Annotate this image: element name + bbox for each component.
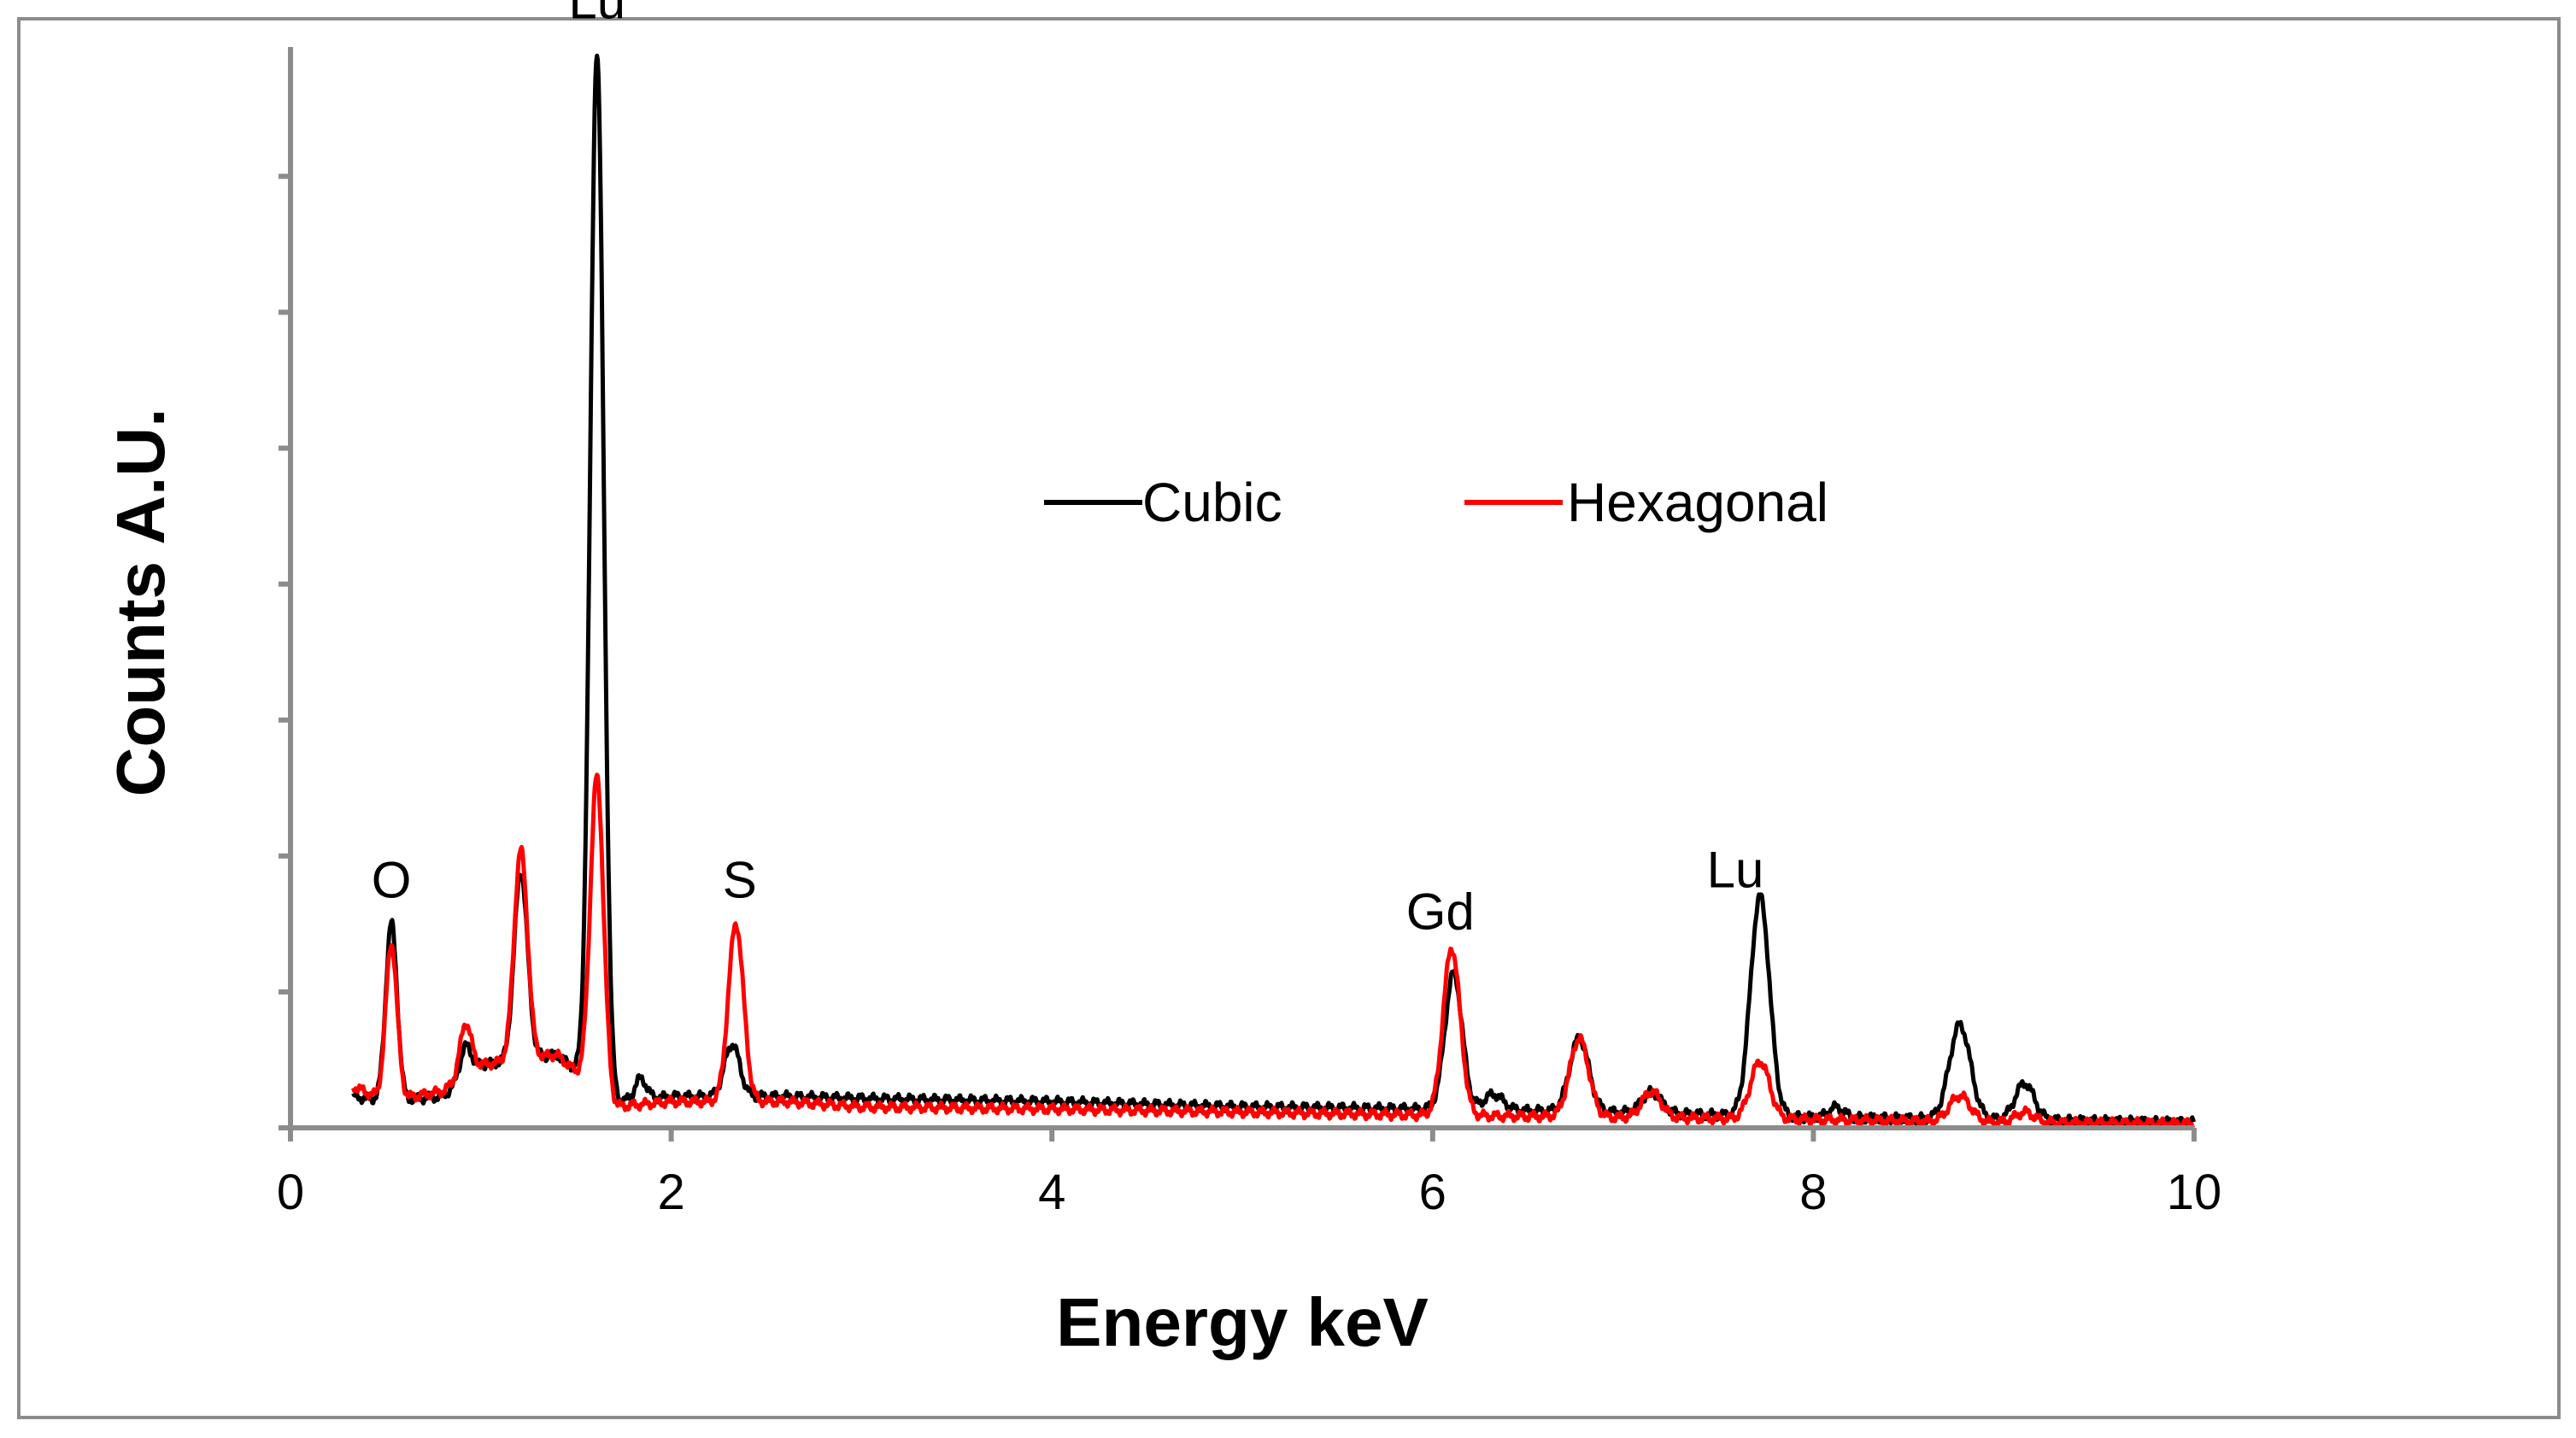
series-layer	[351, 53, 2197, 1130]
peak-label: Lu	[1707, 841, 1764, 898]
x-ticks: 0 2 4 6 8 10	[277, 1128, 2221, 1220]
x-tick-label: 10	[2167, 1165, 2222, 1220]
legend-label-hexagonal: Hexagonal	[1567, 472, 1828, 533]
legend: Cubic Hexagonal	[1044, 472, 1828, 533]
peak-label: S	[723, 852, 757, 909]
peak-label: Gd	[1406, 883, 1475, 940]
x-tick-label: 2	[657, 1165, 684, 1220]
x-tick-label: 0	[277, 1165, 304, 1220]
peak-label: Lu	[568, 0, 625, 30]
chart-border	[17, 17, 2561, 1419]
y-axis-title: Counts A.U.	[103, 408, 179, 797]
series-line-hexagonal	[351, 772, 2196, 1130]
x-axis-title: Energy keV	[1056, 1284, 1429, 1360]
peak-annotations: O Lu S Gd Lu	[372, 0, 1764, 940]
x-tick-label: 8	[1799, 1165, 1827, 1220]
peak-label: O	[372, 852, 412, 909]
x-tick-label: 4	[1038, 1165, 1065, 1220]
x-tick-label: 6	[1419, 1165, 1446, 1220]
legend-label-cubic: Cubic	[1142, 472, 1282, 533]
series-line-cubic	[351, 53, 2197, 1130]
